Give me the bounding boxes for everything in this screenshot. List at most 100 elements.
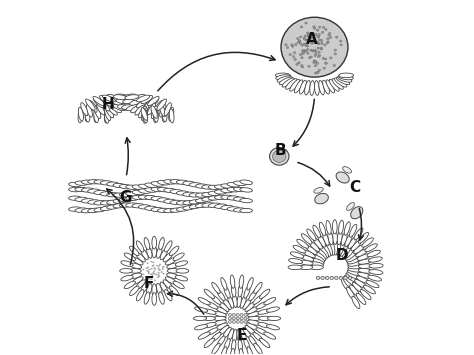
Ellipse shape <box>339 40 342 42</box>
Ellipse shape <box>228 296 234 308</box>
Ellipse shape <box>82 180 94 184</box>
Text: A: A <box>306 32 318 47</box>
Ellipse shape <box>321 31 324 33</box>
Ellipse shape <box>154 279 156 281</box>
Ellipse shape <box>321 276 324 279</box>
Ellipse shape <box>301 65 303 67</box>
Ellipse shape <box>138 106 146 118</box>
Ellipse shape <box>317 71 319 73</box>
Ellipse shape <box>159 269 161 271</box>
FancyArrowPatch shape <box>358 208 364 240</box>
Ellipse shape <box>145 188 157 192</box>
Ellipse shape <box>325 62 327 64</box>
Ellipse shape <box>88 189 100 193</box>
Ellipse shape <box>305 245 317 255</box>
Ellipse shape <box>346 254 359 262</box>
Ellipse shape <box>219 325 229 335</box>
Ellipse shape <box>303 50 306 53</box>
Ellipse shape <box>137 290 144 301</box>
Ellipse shape <box>119 193 132 197</box>
Ellipse shape <box>85 109 90 122</box>
Ellipse shape <box>143 110 148 123</box>
Ellipse shape <box>154 109 158 122</box>
Ellipse shape <box>212 343 220 354</box>
Ellipse shape <box>367 250 380 257</box>
Ellipse shape <box>267 316 281 321</box>
Ellipse shape <box>307 32 309 34</box>
Ellipse shape <box>301 26 303 28</box>
Ellipse shape <box>339 276 343 279</box>
Ellipse shape <box>147 97 159 106</box>
Ellipse shape <box>301 66 304 68</box>
Ellipse shape <box>366 280 379 288</box>
Ellipse shape <box>317 36 319 38</box>
Ellipse shape <box>93 97 105 106</box>
Ellipse shape <box>317 42 319 44</box>
Ellipse shape <box>340 244 347 256</box>
Ellipse shape <box>341 278 349 290</box>
Ellipse shape <box>154 109 158 122</box>
Ellipse shape <box>299 54 302 56</box>
Ellipse shape <box>129 263 142 269</box>
Ellipse shape <box>320 39 323 42</box>
Ellipse shape <box>147 267 149 268</box>
Ellipse shape <box>113 199 126 203</box>
Ellipse shape <box>157 274 160 276</box>
Ellipse shape <box>115 94 128 99</box>
Ellipse shape <box>141 95 153 104</box>
Ellipse shape <box>307 52 309 54</box>
Ellipse shape <box>309 241 319 252</box>
Ellipse shape <box>246 307 259 314</box>
Ellipse shape <box>259 289 270 299</box>
Ellipse shape <box>157 198 170 202</box>
Ellipse shape <box>100 206 113 211</box>
Ellipse shape <box>159 264 161 266</box>
Ellipse shape <box>337 77 350 85</box>
Ellipse shape <box>138 184 151 189</box>
Ellipse shape <box>88 200 100 204</box>
Ellipse shape <box>202 192 214 197</box>
Ellipse shape <box>328 32 331 34</box>
Ellipse shape <box>104 100 116 108</box>
Ellipse shape <box>289 54 292 56</box>
Ellipse shape <box>348 267 362 272</box>
Ellipse shape <box>344 222 350 235</box>
Ellipse shape <box>147 271 149 272</box>
Ellipse shape <box>240 180 253 185</box>
Ellipse shape <box>208 191 221 195</box>
Ellipse shape <box>302 50 305 53</box>
Ellipse shape <box>256 328 268 335</box>
Ellipse shape <box>145 196 157 200</box>
Ellipse shape <box>288 265 302 269</box>
Ellipse shape <box>305 50 307 52</box>
Ellipse shape <box>256 302 268 309</box>
Ellipse shape <box>244 313 247 316</box>
Ellipse shape <box>346 203 355 211</box>
Ellipse shape <box>167 268 180 273</box>
FancyArrowPatch shape <box>293 99 314 146</box>
Ellipse shape <box>240 317 243 320</box>
Ellipse shape <box>279 77 292 85</box>
Ellipse shape <box>204 289 215 299</box>
Ellipse shape <box>340 44 342 46</box>
Ellipse shape <box>317 29 319 31</box>
Ellipse shape <box>231 284 236 297</box>
Ellipse shape <box>307 229 316 241</box>
Ellipse shape <box>326 80 335 93</box>
Ellipse shape <box>162 109 167 122</box>
Ellipse shape <box>253 332 263 342</box>
Ellipse shape <box>337 231 342 245</box>
Ellipse shape <box>94 109 99 122</box>
Ellipse shape <box>213 312 227 317</box>
Ellipse shape <box>314 187 323 193</box>
Ellipse shape <box>320 47 322 49</box>
Ellipse shape <box>305 81 310 95</box>
Text: H: H <box>101 97 114 112</box>
Ellipse shape <box>107 200 119 204</box>
Ellipse shape <box>195 184 208 188</box>
Ellipse shape <box>303 37 306 39</box>
Ellipse shape <box>152 284 156 296</box>
Ellipse shape <box>230 349 235 355</box>
Ellipse shape <box>343 166 352 173</box>
Ellipse shape <box>85 108 90 122</box>
